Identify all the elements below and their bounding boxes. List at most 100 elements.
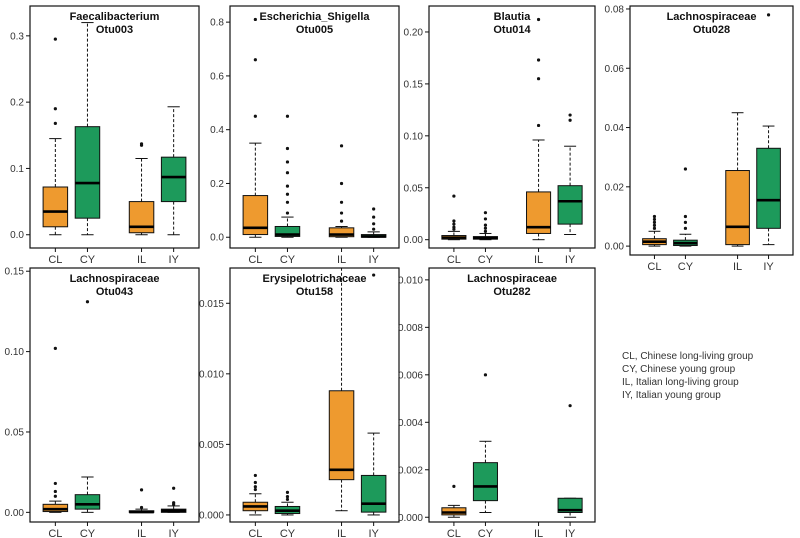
iqr-box: [328, 390, 355, 481]
y-tick-label: 0.3: [10, 31, 24, 42]
y-tick-label: 0.005: [199, 440, 224, 451]
outlier-point: [683, 220, 688, 224]
y-tick-label: 0.02: [605, 182, 625, 193]
outlier-point: [483, 217, 488, 221]
outlier-point: [172, 501, 176, 505]
panel-otu-label: Otu158: [296, 286, 333, 298]
panel-otu-label: Otu043: [96, 286, 133, 298]
outlier-point: [652, 220, 657, 224]
y-tick-label: 0.8: [210, 18, 224, 29]
y-tick-label: 0.08: [605, 4, 625, 15]
y-tick-label: 0.05: [5, 427, 25, 438]
group-legend: CL, Chinese long-living group CY, Chines…: [622, 350, 797, 402]
outlier-point: [536, 58, 541, 62]
outlier-point: [568, 113, 572, 117]
x-tick-label: CY: [478, 528, 494, 538]
outlier-point: [652, 223, 657, 227]
outlier-point: [372, 273, 376, 277]
x-tick-label: IL: [337, 254, 346, 266]
outlier-point: [285, 160, 290, 164]
iqr-box: [328, 227, 355, 238]
outlier-point: [452, 484, 456, 488]
y-tick-label: 0.008: [398, 323, 423, 334]
y-tick-label: 0.0: [10, 230, 24, 241]
outlier-point: [253, 487, 257, 492]
iqr-box: [725, 170, 750, 246]
panel-title: Blautia: [494, 11, 532, 23]
iqr-box: [42, 186, 69, 228]
x-tick-label: IL: [337, 528, 346, 538]
box-cl: [441, 194, 467, 241]
x-tick-label: IL: [137, 528, 146, 538]
panel-title: Faecalibacterium: [70, 11, 160, 23]
outlier-point: [766, 13, 771, 17]
outlier-point: [536, 17, 541, 22]
panel-title: Lachnospiraceae: [70, 273, 160, 285]
outlier-point: [339, 211, 344, 215]
outlier-point: [339, 144, 344, 148]
outlier-point: [285, 497, 290, 502]
box-iy: [360, 207, 387, 238]
legend-entry-cy: CY, Chinese young group: [622, 364, 736, 375]
iqr-box: [360, 474, 387, 513]
box-cl: [242, 17, 269, 238]
outlier-point: [85, 300, 90, 304]
y-tick-label: 0.4: [210, 125, 224, 136]
x-tick-label: CY: [280, 528, 296, 538]
iqr-box: [557, 185, 583, 225]
box-cl: [42, 37, 69, 236]
x-tick-label: IY: [168, 528, 179, 538]
panel-otu-label: Otu003: [96, 24, 133, 36]
outlier-point: [339, 200, 344, 204]
plot-frame: [29, 267, 200, 523]
x-tick-label: CY: [478, 254, 494, 266]
outlier-point: [253, 17, 257, 22]
panel-otu-label: Otu282: [493, 286, 530, 298]
plot-frame: [428, 5, 596, 249]
outlier-point: [53, 37, 57, 41]
box-iy: [360, 273, 387, 516]
iqr-box: [160, 156, 187, 203]
box-cy: [74, 22, 101, 236]
outlier-point: [285, 192, 290, 196]
iqr-box: [472, 462, 498, 502]
box-il: [328, 267, 355, 512]
outlier-point: [53, 346, 57, 350]
y-tick-label: 0.002: [398, 465, 423, 476]
x-tick-label: CY: [678, 261, 694, 273]
x-tick-label: IY: [368, 254, 379, 266]
y-tick-label: 0.05: [404, 183, 424, 194]
y-tick-label: 0.015: [199, 299, 224, 310]
outlier-point: [339, 181, 344, 186]
y-tick-label: 0.2: [210, 179, 224, 190]
box-cl: [242, 473, 269, 516]
outlier-point: [253, 480, 257, 485]
y-tick-label: 0.10: [5, 347, 25, 358]
x-tick-label: CL: [248, 528, 262, 538]
y-tick-label: 0.00: [5, 508, 25, 519]
outlier-point: [253, 58, 257, 62]
outlier-point: [53, 494, 57, 498]
x-tick-label: IL: [733, 261, 742, 273]
y-tick-label: 0.15: [5, 267, 25, 278]
box-cy: [472, 211, 498, 241]
outlier-point: [253, 473, 257, 478]
y-tick-label: 0.000: [398, 513, 423, 524]
outlier-point: [452, 194, 456, 198]
x-tick-label: CY: [80, 528, 96, 538]
legend-entry-il: IL, Italian long-living group: [622, 377, 739, 388]
outlier-point: [652, 217, 657, 222]
x-tick-label: CL: [248, 254, 262, 266]
outlier-point: [53, 481, 57, 486]
y-tick-label: 0.1: [10, 164, 24, 175]
outlier-point: [285, 200, 290, 204]
box-cl: [441, 484, 467, 518]
plot-frame: [428, 267, 596, 523]
